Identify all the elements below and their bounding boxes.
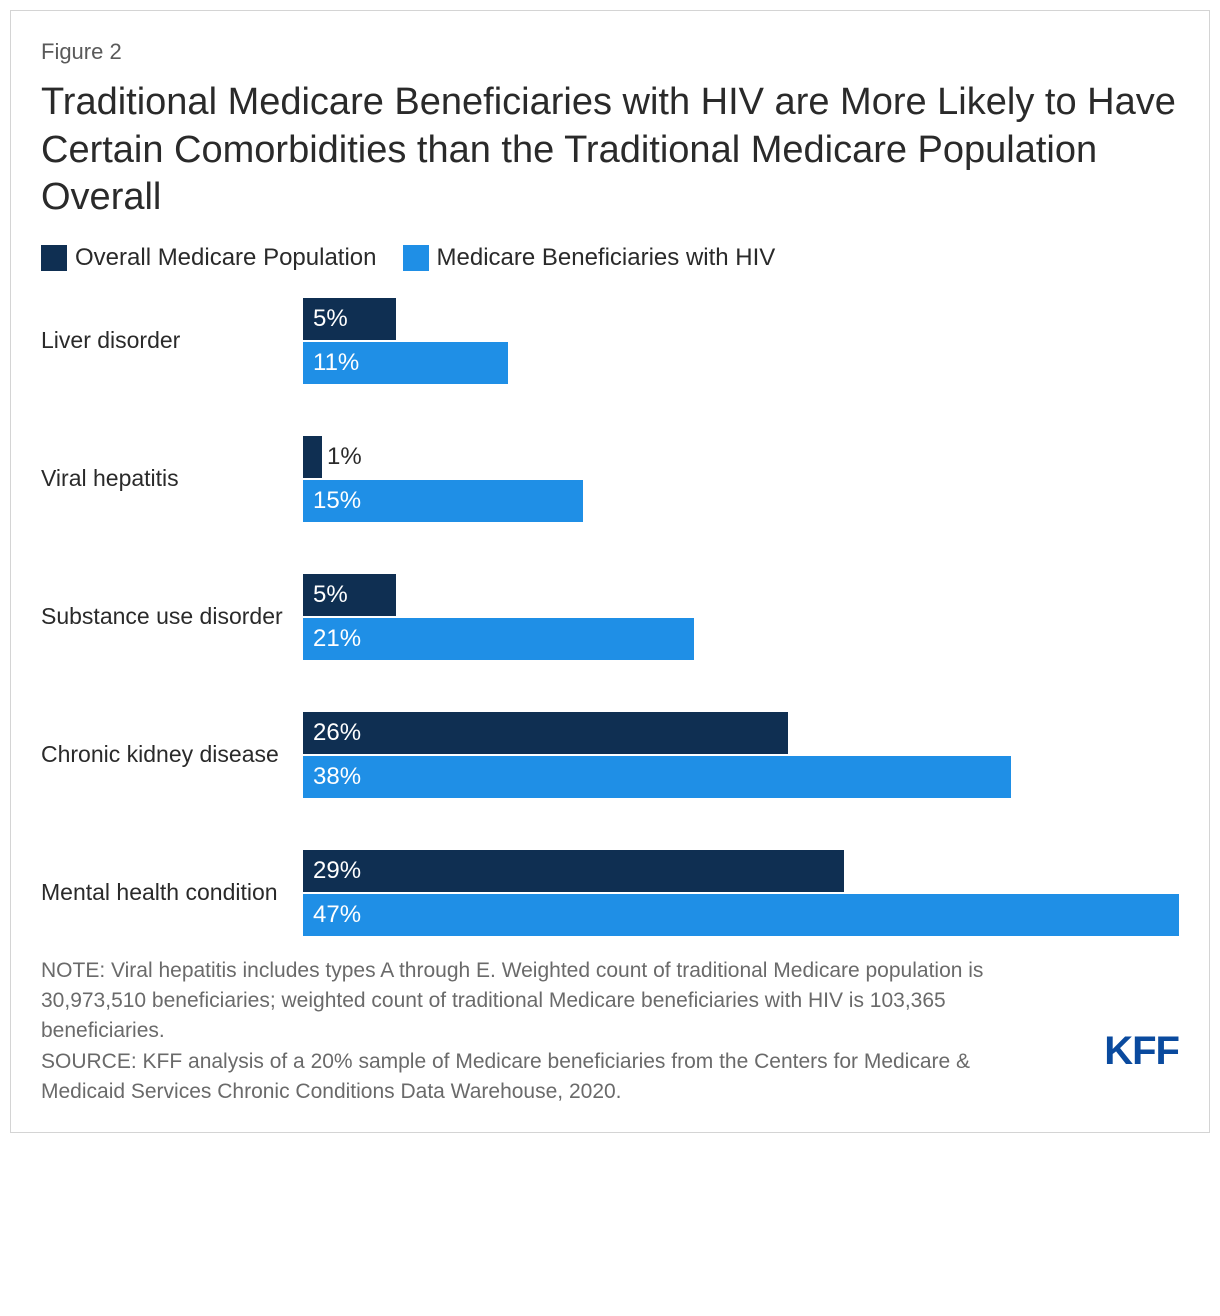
bar-value: 5% xyxy=(313,305,348,333)
category-label: Substance use disorder xyxy=(41,602,303,632)
bar: 5% xyxy=(303,574,396,616)
category-group: Chronic kidney disease 26% 38% xyxy=(41,712,1179,798)
category-group: Viral hepatitis1%15% xyxy=(41,436,1179,522)
bar-value: 1% xyxy=(327,443,362,471)
bar: 15% xyxy=(303,480,583,522)
bar-value: 11% xyxy=(313,349,359,377)
bar-value: 5% xyxy=(313,581,348,609)
bars-col: 29% 47% xyxy=(303,850,1179,936)
legend: Overall Medicare Population Medicare Bene… xyxy=(41,244,1179,272)
kff-logo: KFF xyxy=(1104,1029,1179,1074)
bars-col: 26% 38% xyxy=(303,712,1179,798)
chart-title: Traditional Medicare Beneficiaries with … xyxy=(41,79,1179,222)
bar: 21% xyxy=(303,618,694,660)
bar: 38% xyxy=(303,756,1011,798)
category-label: Viral hepatitis xyxy=(41,464,303,494)
bar: 47% xyxy=(303,894,1179,936)
legend-swatch xyxy=(41,245,67,271)
bar-value: 47% xyxy=(313,901,361,929)
category-label: Liver disorder xyxy=(41,326,303,356)
bar-value: 38% xyxy=(313,763,361,791)
bars-area: Liver disorder5%11%Viral hepatitis1%15%S… xyxy=(41,298,1179,936)
legend-label: Overall Medicare Population xyxy=(75,244,377,272)
chart-footer: NOTE: Viral hepatitis includes types A t… xyxy=(41,956,1179,1108)
category-group: Substance use disorder 5% 21% xyxy=(41,574,1179,660)
footer-note: NOTE: Viral hepatitis includes types A t… xyxy=(41,956,1001,1047)
bar: 1% xyxy=(303,436,322,478)
category-group: Liver disorder 5% 11% xyxy=(41,298,1179,384)
chart-container: Figure 2 Traditional Medicare Beneficiar… xyxy=(10,10,1210,1133)
bars-col: 5% 21% xyxy=(303,574,1179,660)
bar-value: 21% xyxy=(313,625,361,653)
category-group: Mental health condition 29% 47% xyxy=(41,850,1179,936)
bar-value: 29% xyxy=(313,857,361,885)
legend-item: Medicare Beneficiaries with HIV xyxy=(403,244,776,272)
footer-text: NOTE: Viral hepatitis includes types A t… xyxy=(41,956,1001,1108)
bars-col: 1% 15% xyxy=(303,436,1179,522)
legend-label: Medicare Beneficiaries with HIV xyxy=(437,244,776,272)
bar: 11% xyxy=(303,342,508,384)
bar-value: 26% xyxy=(313,719,361,747)
bar: 26% xyxy=(303,712,788,754)
figure-label: Figure 2 xyxy=(41,39,1179,65)
bar: 5% xyxy=(303,298,396,340)
legend-swatch xyxy=(403,245,429,271)
bar: 29% xyxy=(303,850,844,892)
footer-source: SOURCE: KFF analysis of a 20% sample of … xyxy=(41,1047,1001,1108)
legend-item: Overall Medicare Population xyxy=(41,244,377,272)
bar-value: 15% xyxy=(313,487,361,515)
category-label: Chronic kidney disease xyxy=(41,740,303,770)
category-label: Mental health condition xyxy=(41,878,303,908)
bars-col: 5% 11% xyxy=(303,298,1179,384)
